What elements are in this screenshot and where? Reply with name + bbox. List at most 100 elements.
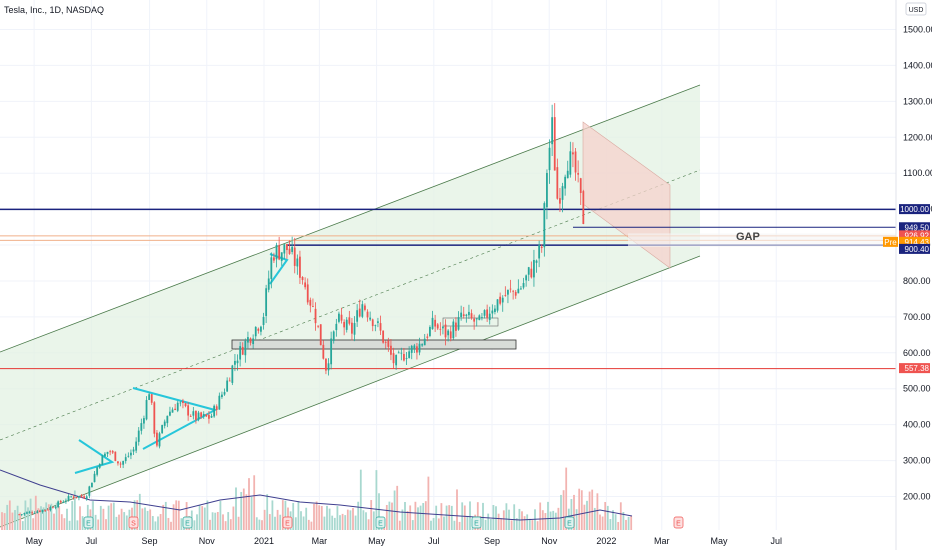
candle-body [301,277,304,281]
candle-body [319,324,322,346]
candle-body [561,186,564,200]
support-zone-box [231,339,517,350]
candle-body [106,451,109,454]
pre-market-badge [883,236,898,247]
candle-body [96,467,99,475]
volume-bar [323,516,326,530]
volume-bar [313,503,315,530]
volume-bar [3,513,6,530]
candle-body [218,395,221,410]
candle-body [257,328,260,331]
time-tick: Mar [654,536,670,546]
volume-bar [196,514,198,530]
candle-body [195,410,197,420]
currency-badge[interactable] [905,2,927,16]
candle-body [210,415,213,418]
volume-bar [552,510,555,530]
candle-body [80,495,83,497]
volume-bar [557,507,560,530]
volume-bar [528,518,531,530]
volume-bar [583,504,586,530]
volume-bar [274,516,276,530]
candle-body [306,284,309,303]
candle-body [85,496,88,499]
candle-body [122,461,125,465]
volume-bar [593,507,596,530]
earnings-marker-box [182,516,193,529]
candle-body [559,198,561,204]
candle-body [577,173,580,175]
volume-bar [367,519,370,530]
candle-body [31,512,34,514]
volume-bar [521,511,523,530]
triangle-pattern [74,439,115,474]
candle-body [436,324,439,329]
candle-body [26,512,28,514]
candle-body [400,352,403,354]
volume-bar [536,521,539,530]
volume-bar [513,504,516,530]
volume-bar [276,509,279,530]
earnings-marker-box [83,516,94,529]
earnings-marker: E [83,516,94,529]
price-axis[interactable]: 200.00 300.00 400.00 500.00 600.00 700.00 800.… [903,25,932,502]
candle-body [330,338,333,365]
candle-body [551,117,554,145]
candle-body [78,496,80,498]
candle-body [33,512,36,514]
candle-body [496,299,499,311]
volume-bar [94,514,97,530]
candle-body [117,461,119,464]
candle-body [166,415,169,424]
volume-bar [307,519,310,530]
candle-body [223,392,226,395]
volume-bar [268,514,271,530]
candle-body [548,147,551,171]
volume-bar [398,520,401,530]
candle-body [494,308,496,312]
volume-bar [32,518,35,530]
earnings-marker-letter: S [131,521,136,528]
candle-body [439,328,442,330]
volume-bar [372,511,375,530]
volume-bar [609,519,612,530]
volume-bar [547,501,549,530]
candle-body [208,414,210,419]
price-tick: 1500.00 [903,25,932,35]
candle-body [156,432,158,446]
volume-bar [154,521,157,530]
volume-bar [248,478,250,530]
candle-body [249,338,252,343]
candle-body [322,344,325,359]
level-926 [0,235,896,237]
volume-bar [450,505,453,530]
candle-body [426,336,429,338]
volume-bar [258,519,261,530]
candle-body [83,496,86,499]
volume-bar [544,513,547,530]
volume-bar [362,510,365,530]
candle-body [395,355,398,366]
candle-body [265,288,268,316]
candle-body [434,319,437,327]
price-label-text: 914.43 [905,238,930,247]
volume-bar [224,521,227,530]
candle-body [267,278,270,290]
volume-bar [601,516,604,530]
candle-body [70,496,73,498]
time-axis[interactable]: May Jul Sep Nov 2021 Mar May Jul Sep Nov 2022 Mar Ma… [26,536,782,546]
volume-bar [370,500,373,530]
volume-bar [105,519,107,530]
volume-bar [162,504,165,530]
volume-bar [492,504,495,530]
candle-body [520,288,522,290]
volume-bar [505,503,508,530]
trend-channel [0,85,700,527]
volume-bar [570,499,573,530]
volume-bar [562,490,565,530]
candle-body [421,344,424,346]
time-tick: May [711,536,729,546]
volume-bar [560,494,562,530]
volume-bar [76,520,79,530]
